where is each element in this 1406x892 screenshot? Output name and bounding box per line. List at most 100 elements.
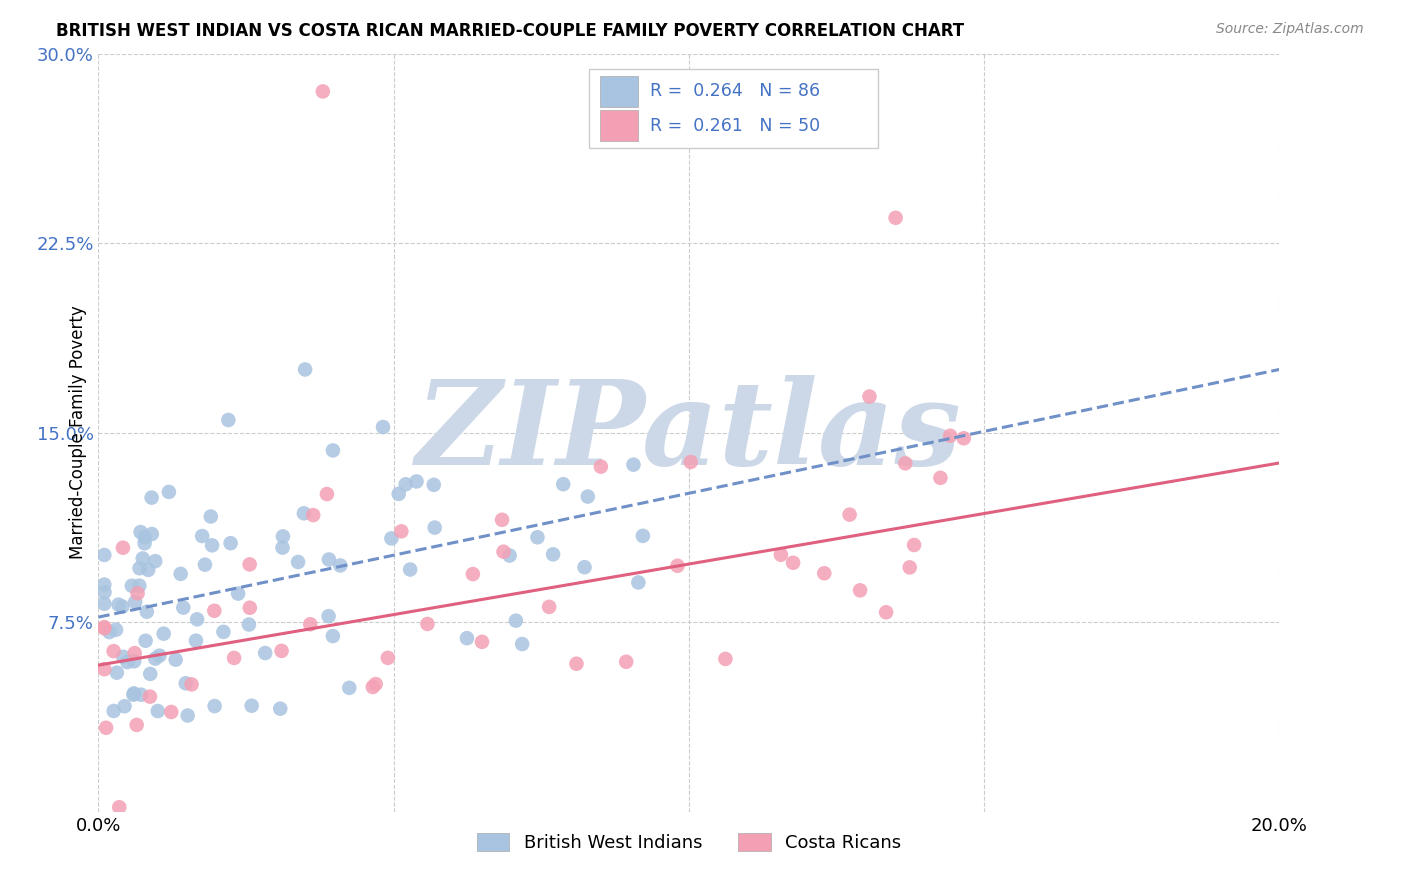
Point [238, 617, 260, 632]
Point [139, 667, 162, 681]
Point [565, 657, 588, 671]
Point [239, 600, 262, 615]
Point [219, 536, 242, 550]
Point [157, 484, 180, 499]
Point [200, 509, 222, 524]
Point [492, 544, 515, 558]
Point [416, 616, 439, 631]
Point [270, 644, 292, 658]
Point [898, 560, 921, 574]
Point [294, 362, 316, 376]
Point [614, 655, 637, 669]
Point [679, 455, 702, 469]
Point [316, 487, 339, 501]
Point [176, 708, 198, 723]
Point [121, 579, 143, 593]
Point [201, 538, 224, 552]
Point [423, 520, 446, 534]
Point [217, 413, 239, 427]
Point [769, 548, 792, 562]
Legend: British West Indians, Costa Ricans: British West Indians, Costa Ricans [470, 826, 908, 860]
Point [128, 561, 150, 575]
Point [169, 566, 191, 581]
Point [160, 705, 183, 719]
Point [510, 637, 533, 651]
Point [526, 530, 548, 544]
Point [782, 556, 804, 570]
Point [194, 558, 217, 572]
Point [541, 547, 564, 561]
Point [112, 649, 135, 664]
Point [172, 600, 194, 615]
Point [271, 541, 294, 555]
Point [271, 529, 294, 543]
Point [361, 680, 384, 694]
Point [714, 652, 737, 666]
Point [838, 508, 860, 522]
Point [399, 562, 422, 576]
Point [136, 563, 159, 577]
Point [627, 575, 650, 590]
Point [114, 699, 136, 714]
Point [180, 677, 202, 691]
FancyBboxPatch shape [589, 69, 877, 148]
Point [292, 506, 315, 520]
Point [395, 477, 418, 491]
Point [849, 583, 872, 598]
Text: R =  0.264   N = 86: R = 0.264 N = 86 [650, 82, 820, 101]
Text: R =  0.261   N = 50: R = 0.261 N = 50 [650, 117, 820, 135]
Point [287, 555, 309, 569]
Point [111, 599, 134, 614]
Point [875, 605, 897, 619]
Point [929, 471, 952, 485]
Text: ZIPatlas: ZIPatlas [416, 376, 962, 490]
Point [226, 586, 249, 600]
Point [132, 551, 155, 566]
Point [165, 653, 187, 667]
Point [405, 475, 427, 489]
Point [322, 629, 344, 643]
Point [108, 800, 131, 814]
Point [631, 529, 654, 543]
Point [111, 541, 134, 555]
Point [141, 527, 163, 541]
Point [894, 456, 917, 470]
Point [93, 585, 115, 599]
Point [141, 491, 163, 505]
Point [135, 605, 157, 619]
Point [117, 655, 139, 669]
FancyBboxPatch shape [600, 111, 638, 141]
Point [666, 558, 689, 573]
Point [939, 429, 962, 443]
Point [143, 651, 166, 665]
Point [93, 662, 115, 676]
Point [498, 549, 520, 563]
Point [128, 579, 150, 593]
Point [377, 650, 399, 665]
Point [371, 420, 394, 434]
Point [471, 635, 494, 649]
Point [461, 567, 484, 582]
Point [589, 459, 612, 474]
Point [389, 524, 412, 539]
Point [93, 621, 115, 635]
Point [240, 698, 263, 713]
Point [146, 704, 169, 718]
Point [318, 552, 340, 566]
Point [103, 704, 125, 718]
Point [124, 595, 146, 609]
Point [269, 701, 291, 715]
Point [139, 690, 162, 704]
Point [127, 586, 149, 600]
Point [903, 538, 925, 552]
Point [93, 620, 115, 634]
Point [623, 458, 645, 472]
Point [122, 654, 145, 668]
Point [388, 487, 411, 501]
Y-axis label: Married-Couple Family Poverty: Married-Couple Family Poverty [69, 306, 87, 559]
Point [186, 612, 208, 626]
Point [98, 625, 121, 640]
Point [364, 677, 387, 691]
Text: BRITISH WEST INDIAN VS COSTA RICAN MARRIED-COUPLE FAMILY POVERTY CORRELATION CHA: BRITISH WEST INDIAN VS COSTA RICAN MARRI… [56, 22, 965, 40]
Point [129, 524, 152, 539]
